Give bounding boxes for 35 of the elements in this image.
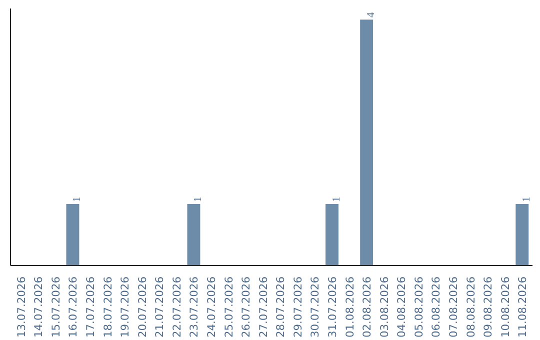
data-label: 1 bbox=[522, 196, 533, 202]
x-tick-label: 16.07.2026 bbox=[66, 276, 80, 338]
x-tick-label: 11.08.2026 bbox=[516, 276, 530, 338]
x-tick-label: 29.07.2026 bbox=[291, 276, 304, 338]
x-tick-label: 17.07.2026 bbox=[84, 276, 98, 338]
x-tick-label: 15.07.2026 bbox=[49, 276, 62, 338]
x-tick-label: 25.07.2026 bbox=[222, 276, 236, 338]
x-tick-label: 28.07.2026 bbox=[274, 276, 288, 338]
x-tick-label: 06.08.2026 bbox=[430, 276, 443, 338]
x-tick-label: 19.07.2026 bbox=[118, 276, 132, 338]
x-tick-label: 03.08.2026 bbox=[378, 276, 391, 338]
x-tick-label: 07.08.2026 bbox=[446, 276, 460, 338]
x-tick-label: 02.08.2026 bbox=[360, 276, 374, 338]
x-tick-label: 05.08.2026 bbox=[412, 276, 426, 338]
x-tick-label: 08.08.2026 bbox=[464, 276, 478, 338]
x-tick-label: 21.07.2026 bbox=[153, 276, 166, 338]
x-tick-label: 14.07.2026 bbox=[32, 276, 46, 338]
x-tick-label: 18.07.2026 bbox=[101, 276, 114, 338]
data-label: 1 bbox=[331, 196, 342, 202]
x-tick-label: 24.07.2026 bbox=[205, 276, 218, 338]
x-tick-label: 26.07.2026 bbox=[240, 276, 253, 338]
x-tick-label: 27.07.2026 bbox=[256, 276, 270, 338]
x-tick-label: 23.07.2026 bbox=[188, 276, 201, 338]
x-tick-label: 22.07.2026 bbox=[170, 276, 184, 338]
x-tick-label: 13.07.2026 bbox=[14, 276, 28, 338]
data-label: 1 bbox=[72, 196, 84, 202]
data-label: 4 bbox=[366, 12, 378, 18]
x-tick-label: 01.08.2026 bbox=[343, 276, 356, 338]
data-label: 1 bbox=[193, 196, 204, 202]
x-tick-label: 20.07.2026 bbox=[136, 276, 149, 338]
x-tick-label: 04.08.2026 bbox=[395, 276, 408, 338]
x-tick-label: 09.08.2026 bbox=[482, 276, 495, 338]
x-tick-label: 10.08.2026 bbox=[498, 276, 512, 338]
x-tick-label: 31.07.2026 bbox=[326, 276, 339, 338]
x-tick-label: 30.07.2026 bbox=[308, 276, 322, 338]
